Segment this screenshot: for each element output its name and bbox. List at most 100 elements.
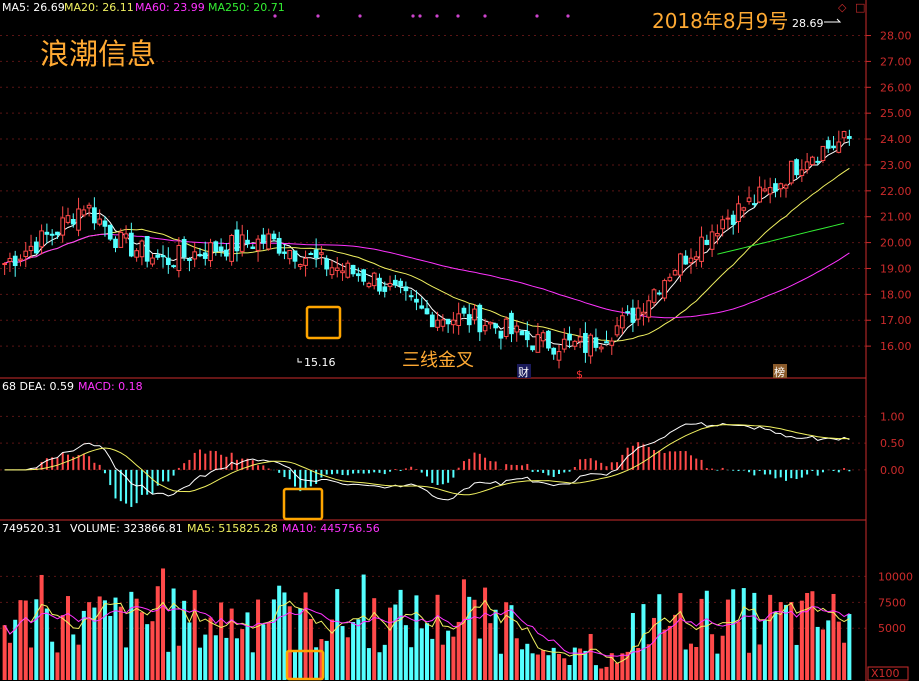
finance-marker[interactable]: 财: [518, 365, 529, 379]
volume-bar: [525, 643, 530, 680]
volume-bar: [118, 606, 123, 680]
candle-body: [60, 217, 66, 236]
candle-body: [361, 269, 366, 282]
candle-body: [831, 145, 836, 149]
candle-body: [113, 238, 118, 249]
candle-body: [260, 234, 266, 244]
volume-bar: [87, 602, 92, 680]
candle-body: [282, 251, 287, 254]
candle-body: [773, 183, 778, 192]
price-tick-label: 23.00: [880, 159, 912, 172]
candle-body: [736, 203, 741, 223]
candle-body: [387, 282, 393, 287]
volume-bar: [688, 643, 693, 680]
event-dot: [566, 14, 570, 18]
candle-body: [350, 264, 356, 275]
volume-bar: [55, 652, 60, 680]
volume-bar: [836, 621, 841, 680]
volume-bar: [578, 648, 583, 680]
dea-line: [4, 424, 850, 496]
volume-bar: [324, 640, 329, 680]
candle-body: [197, 254, 203, 257]
volume-bar: [150, 621, 155, 680]
price-tick-label: 22.00: [880, 185, 912, 198]
candle-body: [250, 246, 256, 249]
volume-bar: [351, 622, 356, 680]
volume-bar: [514, 638, 519, 680]
volume-bar: [588, 633, 593, 680]
candle-body: [356, 273, 361, 277]
volume-bar: [667, 625, 672, 680]
candle-body: [155, 254, 161, 258]
candle-body: [345, 262, 351, 278]
candle-body: [255, 238, 261, 251]
candle-body: [451, 319, 456, 326]
volume-bar: [129, 591, 134, 680]
candle-body: [709, 231, 715, 250]
candle-body: [614, 325, 620, 336]
candle-body: [429, 314, 435, 328]
volume-bar: [240, 629, 245, 680]
volume-bar: [34, 599, 39, 680]
volume-bar: [599, 668, 604, 680]
price-tick-label: 25.00: [880, 107, 912, 120]
candle-body: [625, 311, 630, 314]
square-icon[interactable]: □: [855, 1, 865, 14]
volume-bar: [842, 642, 847, 680]
diamond-icon[interactable]: ◇: [838, 1, 847, 14]
volume-bar: [731, 589, 736, 680]
volume-bar: [794, 644, 799, 680]
volume-bar: [768, 594, 773, 680]
volume-bar: [583, 650, 588, 680]
dollar-marker[interactable]: $: [576, 368, 583, 381]
candle-body: [572, 340, 578, 347]
volume-bar: [97, 596, 102, 680]
legend-ma250: MA250: 20.71: [208, 1, 285, 14]
candle-body: [266, 233, 271, 250]
candle-body: [102, 220, 108, 227]
candle-body: [561, 338, 567, 350]
price-tick-label: 19.00: [880, 262, 912, 275]
candle-body: [213, 241, 219, 252]
legend-ma20: MA20: 26.11: [64, 1, 134, 14]
candle-body: [271, 233, 277, 240]
volume-bar: [810, 591, 815, 680]
volume-tick-label: 10000: [878, 570, 913, 583]
volume-bar: [245, 612, 250, 680]
volume-tick-label: 7500: [878, 596, 906, 609]
volume-bar: [134, 598, 139, 680]
legend-ma5: MA5: 26.69: [2, 1, 65, 14]
event-dot: [435, 14, 439, 18]
volume-bar: [388, 607, 393, 680]
candle-body: [715, 233, 720, 237]
volume-bar: [192, 590, 197, 680]
volume-bar: [250, 652, 255, 680]
candle-body: [635, 307, 641, 320]
candle-body: [630, 307, 636, 323]
candle-body: [535, 334, 541, 353]
candle-body: [33, 241, 39, 254]
candle-body: [477, 304, 483, 333]
volume-bar: [504, 602, 509, 680]
volume-bar: [483, 587, 488, 680]
volume-bar: [725, 599, 730, 680]
candle-body: [160, 255, 166, 258]
candle-body: [551, 347, 557, 355]
volume-bar: [641, 604, 646, 680]
ranking-marker[interactable]: 榜: [774, 365, 785, 379]
volume-bar: [662, 629, 667, 680]
volume-bars: [2, 568, 852, 680]
candle-body: [693, 256, 699, 260]
candle-body: [699, 236, 704, 262]
candle-body: [18, 258, 23, 262]
macd-histogram: [4, 422, 851, 507]
volume-bar: [65, 596, 70, 680]
volume-bar: [488, 623, 493, 680]
candle-body: [313, 249, 319, 259]
candle-body: [44, 231, 50, 235]
date-label: 2018年8月9号: [652, 9, 788, 33]
candle-body: [202, 252, 208, 259]
candle-body: [55, 231, 60, 236]
volume-bar: [699, 598, 704, 680]
candle-body: [841, 131, 847, 139]
